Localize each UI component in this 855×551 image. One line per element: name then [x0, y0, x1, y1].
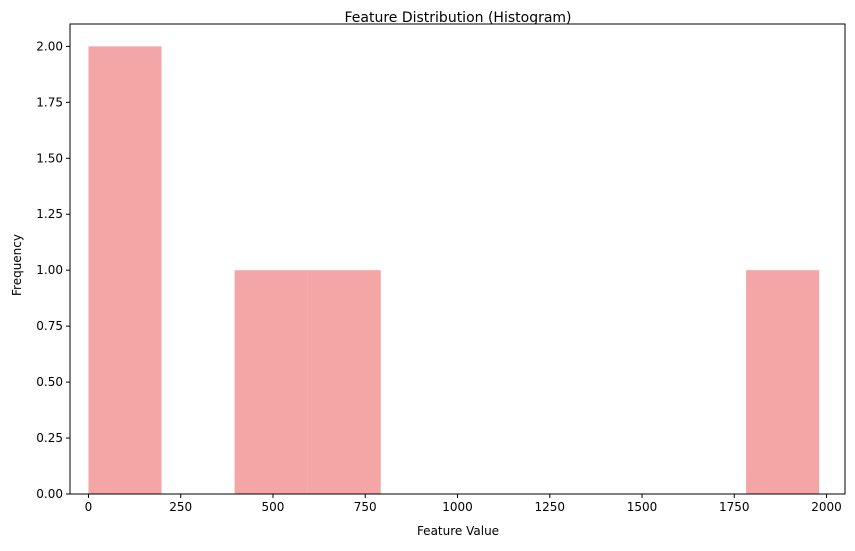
bars-group — [88, 46, 820, 494]
histogram-bar-9 — [746, 270, 820, 494]
x-tick-label: 250 — [169, 500, 192, 514]
x-tick-label: 1750 — [719, 500, 750, 514]
x-tick-label: 750 — [354, 500, 377, 514]
y-tick-label: 2.00 — [36, 39, 63, 53]
x-tick-label: 1000 — [442, 500, 473, 514]
x-tick-label: 1250 — [534, 500, 565, 514]
histogram-bar-2 — [234, 270, 308, 494]
y-axis-label: Frequency — [10, 234, 24, 296]
plot-area — [70, 24, 845, 494]
y-tick-label: 1.75 — [36, 95, 63, 109]
x-tick-label: 500 — [262, 500, 285, 514]
y-tick-label: 0.75 — [36, 319, 63, 333]
y-tick-label: 0.25 — [36, 431, 63, 445]
x-tick-label: 2000 — [811, 500, 842, 514]
histogram-bar-0 — [88, 46, 162, 494]
y-axis-ticks: 0.00 0.25 0.50 0.75 1.00 1.25 1.50 1.75 2.00 — [36, 39, 70, 501]
x-tick-label: 0 — [85, 500, 93, 514]
x-axis-label: Feature Value — [417, 524, 499, 538]
x-tick-label: 1500 — [627, 500, 658, 514]
y-tick-label: 1.25 — [36, 207, 63, 221]
plot-frame — [69, 23, 846, 495]
y-tick-label: 0.00 — [36, 487, 63, 501]
y-tick-label: 1.00 — [36, 263, 63, 277]
y-tick-label: 0.50 — [36, 375, 63, 389]
y-tick-label: 1.50 — [36, 151, 63, 165]
x-axis-ticks: 0 250 500 750 1000 1250 1500 1750 2000 — [85, 494, 842, 514]
histogram-bar-3 — [307, 270, 381, 494]
chart-title: Feature Distribution (Histogram) — [344, 10, 571, 26]
